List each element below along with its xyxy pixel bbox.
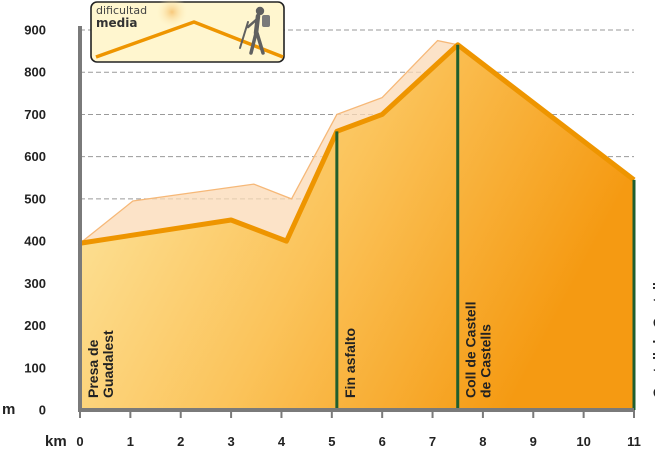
x-tick-label-2: 2	[177, 434, 184, 449]
x-tick-label-6: 6	[379, 434, 386, 449]
waypoint-label-0-line-0: Presa de	[85, 339, 101, 398]
x-tick-label-9: 9	[530, 434, 537, 449]
y-tick-label-5: 500	[24, 191, 46, 206]
x-tick-label-1: 1	[127, 434, 134, 449]
y-tick-label-4: 400	[24, 234, 46, 249]
x-tick-label-8: 8	[479, 434, 486, 449]
x-axis-unit: km	[45, 433, 67, 450]
y-tick-labels: 0 100 200 300 400 500 600 700 800 900	[24, 23, 46, 418]
waypoint-label-2: Coll de Castell de Castells	[463, 302, 494, 398]
waypoint-label-3-line-0: Castell de Castells	[650, 274, 655, 398]
y-axis-unit: m	[2, 401, 15, 418]
x-tick-label-0: 0	[76, 434, 83, 449]
x-tick-label-5: 5	[328, 434, 335, 449]
x-tick-labels: 0 1 2 3 4 5 6 7 8 9 10 11	[76, 434, 640, 449]
waypoint-label-1-line-0: Fin asfalto	[342, 328, 358, 398]
x-tick-label-10: 10	[576, 434, 590, 449]
waypoint-label-3: Castell de Castells	[650, 274, 655, 398]
x-tick-label-3: 3	[227, 434, 234, 449]
x-tick-label-4: 4	[278, 434, 286, 449]
x-tick-label-7: 7	[429, 434, 436, 449]
difficulty-badge: dificultad media	[90, 0, 285, 63]
y-tick-label-6: 600	[24, 149, 46, 164]
waypoint-label-0: Presa de Guadalest	[85, 330, 116, 398]
waypoint-label-1: Fin asfalto	[342, 328, 358, 398]
y-tick-label-0: 0	[39, 403, 46, 418]
y-tick-label-7: 700	[24, 107, 46, 122]
waypoint-labels: Presa de Guadalest Fin asfalto Coll de Cast…	[85, 274, 655, 398]
y-tick-label-1: 100	[24, 360, 46, 375]
badge-difficulty-level: media	[96, 16, 137, 30]
y-tick-label-3: 300	[24, 276, 46, 291]
waypoint-label-0-line-1: Guadalest	[100, 330, 116, 398]
hiker-icon	[239, 6, 270, 55]
profile-area	[80, 44, 634, 411]
y-tick-label-8: 800	[24, 65, 46, 80]
x-tick-label-11: 11	[627, 434, 641, 449]
y-tick-label-2: 200	[24, 318, 46, 333]
waypoint-label-2-line-1: de Castells	[478, 324, 494, 398]
badge-difficulty-label: dificultad	[96, 4, 147, 17]
waypoint-label-2-line-0: Coll de Castell	[463, 302, 479, 398]
axes	[78, 26, 635, 418]
y-tick-label-9: 900	[24, 23, 46, 38]
